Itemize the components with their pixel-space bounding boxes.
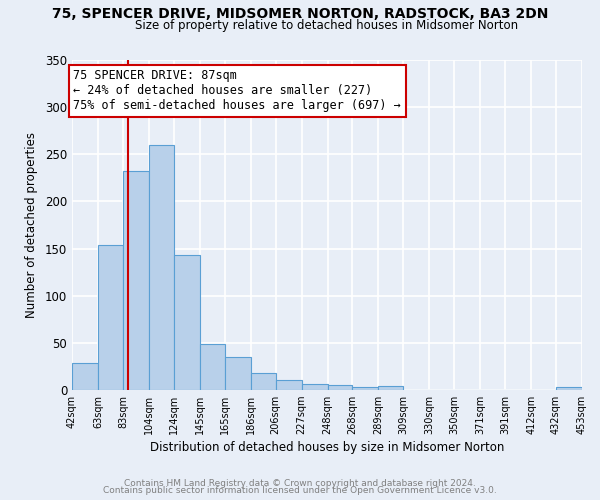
- Text: 75 SPENCER DRIVE: 87sqm
← 24% of detached houses are smaller (227)
75% of semi-d: 75 SPENCER DRIVE: 87sqm ← 24% of detache…: [73, 70, 401, 112]
- Bar: [98, 245, 123, 390]
- Bar: [251, 373, 275, 390]
- Text: 75, SPENCER DRIVE, MIDSOMER NORTON, RADSTOCK, BA3 2DN: 75, SPENCER DRIVE, MIDSOMER NORTON, RADS…: [52, 8, 548, 22]
- Bar: [200, 344, 224, 390]
- Bar: [275, 380, 302, 390]
- Bar: [556, 387, 582, 390]
- Bar: [72, 362, 98, 390]
- Bar: [224, 357, 251, 390]
- Bar: [328, 386, 352, 390]
- Bar: [123, 172, 149, 390]
- Text: Contains HM Land Registry data © Crown copyright and database right 2024.: Contains HM Land Registry data © Crown c…: [124, 478, 476, 488]
- Bar: [352, 387, 379, 390]
- Y-axis label: Number of detached properties: Number of detached properties: [25, 132, 38, 318]
- Title: Size of property relative to detached houses in Midsomer Norton: Size of property relative to detached ho…: [136, 20, 518, 32]
- X-axis label: Distribution of detached houses by size in Midsomer Norton: Distribution of detached houses by size …: [150, 442, 504, 454]
- Bar: [302, 384, 328, 390]
- Bar: [379, 386, 403, 390]
- Bar: [149, 145, 174, 390]
- Text: Contains public sector information licensed under the Open Government Licence v3: Contains public sector information licen…: [103, 486, 497, 495]
- Bar: [174, 255, 200, 390]
